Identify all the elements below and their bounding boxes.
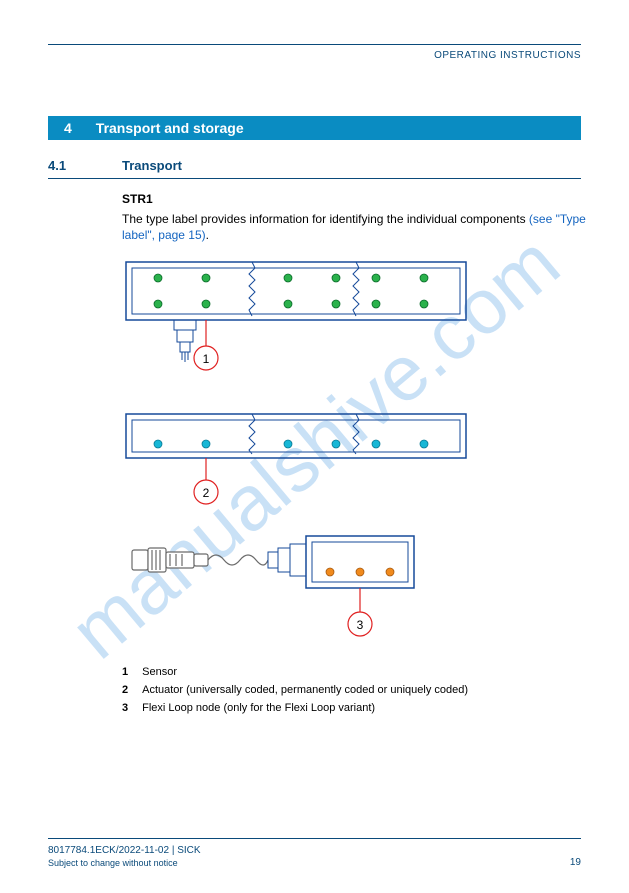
footer-note: Subject to change without notice [48, 858, 201, 868]
page-root: manualshive.com OPERATING INSTRUCTIONS 4… [0, 0, 629, 893]
legend-1-t: Sensor [142, 666, 177, 678]
rule-section [48, 178, 581, 179]
callout-2-label: 2 [203, 486, 210, 500]
actuator-svg: 2 [122, 410, 482, 520]
legend-3-t: Flexi Loop node (only for the Flexi Loop… [142, 702, 375, 714]
section-title: Transport [122, 158, 182, 173]
sensor-svg: 1 [122, 258, 482, 408]
footer-date: /2022-11-02 [116, 845, 169, 856]
legend-row-1: 1 Sensor [122, 666, 177, 678]
body-line-3-link[interactable]: label", page 15) [122, 228, 206, 242]
footer-left: 8017784.1ECK/2022-11-02 | SICK Subject t… [48, 845, 201, 868]
diagram-sensor: 1 [122, 258, 482, 413]
diagram-reader: 3 [122, 530, 482, 665]
chapter-bar: 4 Transport and storage [48, 116, 581, 140]
body-line-3: label", page 15). [122, 228, 209, 242]
callout-3-label: 3 [357, 618, 364, 632]
diagram-actuator: 2 [122, 410, 482, 525]
chapter-title: Transport and storage [96, 120, 244, 136]
rule-footer [48, 838, 581, 839]
chapter-num: 4 [64, 120, 72, 136]
body-line-2-link[interactable]: (see "Type [529, 212, 586, 226]
header-right: OPERATING INSTRUCTIONS [434, 50, 581, 61]
body-line-3-rest: . [206, 228, 209, 242]
body-line-2-text: The type label provides information for … [122, 212, 529, 226]
legend-3-n: 3 [122, 702, 128, 714]
reader-svg: 3 [122, 530, 482, 660]
footer-right: 19 [570, 857, 581, 868]
section-num: 4.1 [48, 158, 66, 173]
rule-top [48, 44, 581, 45]
body-line-1: STR1 [122, 192, 153, 206]
legend-2-t: Actuator (universally coded, permanently… [142, 684, 468, 696]
legend-1-n: 1 [122, 666, 128, 678]
footer-brand: | SICK [169, 845, 201, 856]
callout-1-label: 1 [203, 352, 210, 366]
legend-row-3: 3 Flexi Loop node (only for the Flexi Loo… [122, 702, 375, 714]
body-line-2: The type label provides information for … [122, 212, 586, 226]
doc-type: OPERATING INSTRUCTIONS [434, 50, 581, 61]
footer-page: 19 [570, 857, 581, 868]
legend-row-2: 2 Actuator (universally coded, permanentl… [122, 684, 468, 696]
legend-2-n: 2 [122, 684, 128, 696]
footer-code: 8017784.1ECK [48, 845, 116, 856]
